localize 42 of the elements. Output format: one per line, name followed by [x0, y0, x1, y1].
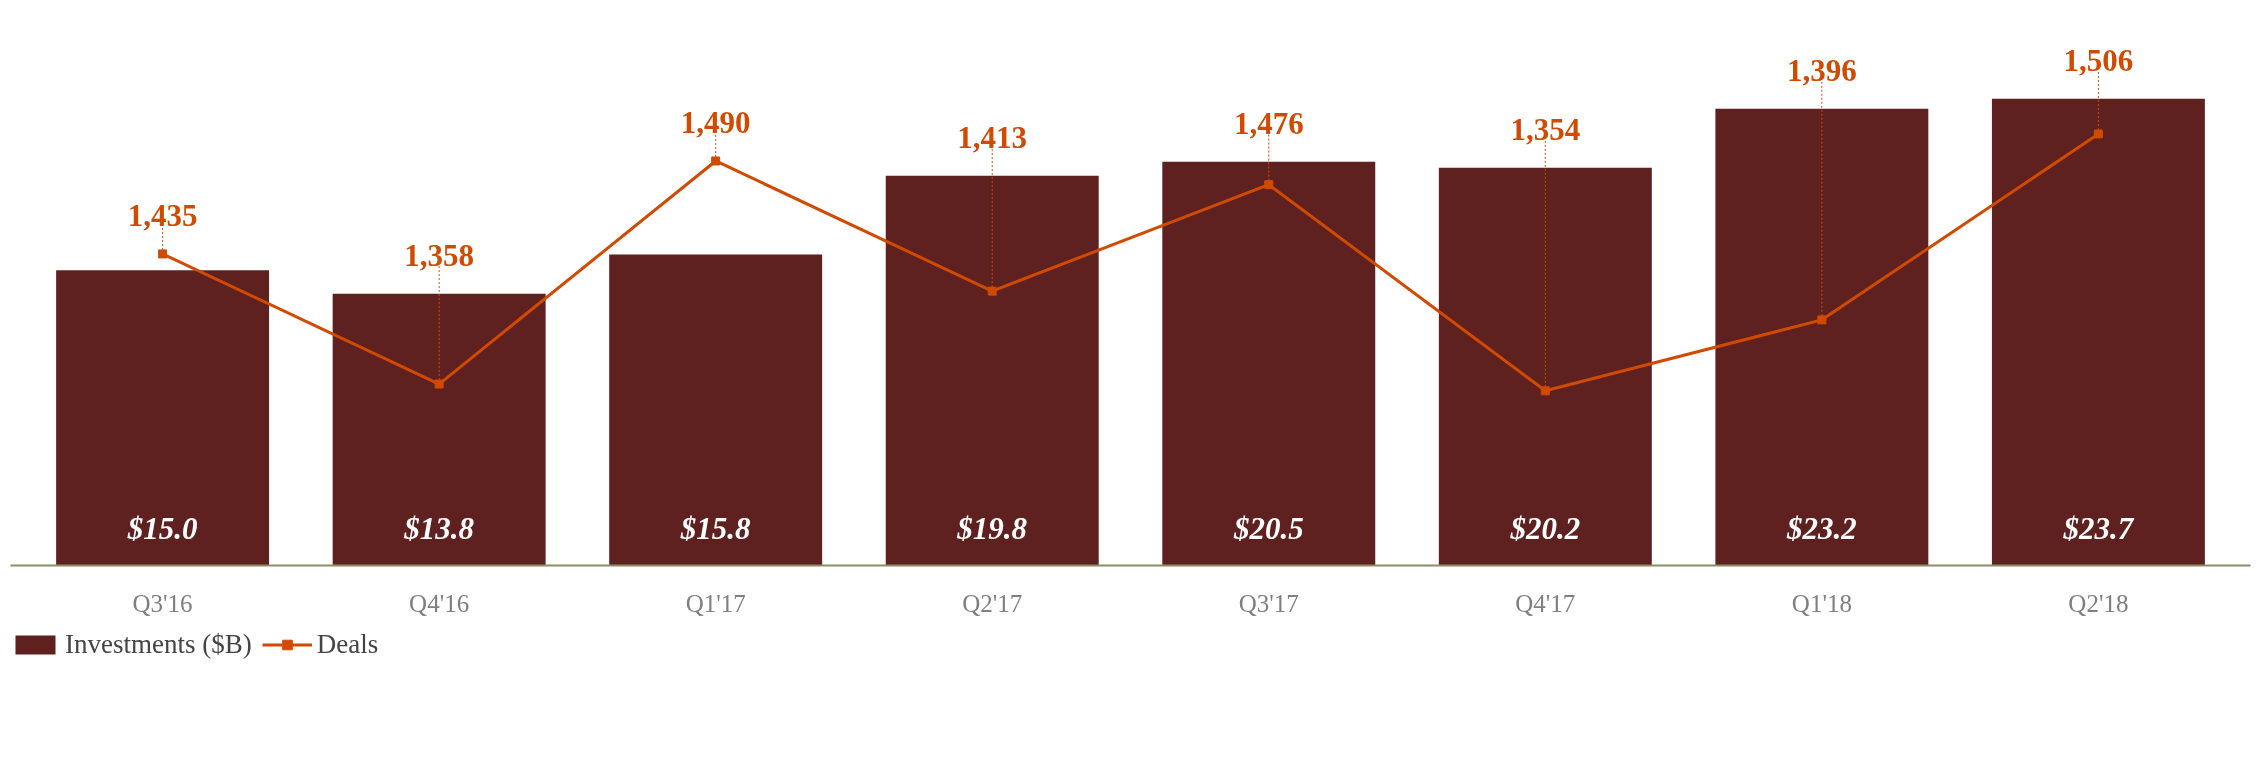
data-label: $19.8 — [956, 510, 1028, 546]
bar — [1438, 167, 1652, 566]
bar — [1991, 98, 2205, 566]
x-tick-label: Q1'18 — [1791, 589, 1852, 617]
point — [1264, 180, 1274, 190]
x-tick-label: Q1'17 — [685, 589, 746, 617]
point — [711, 156, 721, 166]
bar — [1715, 108, 1929, 566]
data-label: $20.5 — [1232, 510, 1304, 546]
data-label: 1,358 — [404, 237, 475, 273]
x-tick-label: Q4'16 — [409, 589, 470, 617]
x-tick-label: Q4'17 — [1515, 589, 1576, 617]
data-label: 1,490 — [680, 104, 751, 140]
x-tick-label: Q3'17 — [1238, 589, 1299, 617]
data-label: $13.8 — [403, 510, 475, 546]
point — [987, 286, 997, 296]
x-tick-label: Q2'18 — [2068, 589, 2129, 617]
data-label: 1,396 — [1786, 52, 1857, 88]
point — [434, 379, 444, 389]
legend-label: Deals — [316, 628, 379, 660]
x-tick-label: Q3'16 — [132, 589, 193, 617]
x-tick-label: Q2'17 — [962, 589, 1023, 617]
data-label: 1,476 — [1233, 105, 1304, 141]
data-label: 1,354 — [1510, 111, 1581, 147]
point — [1817, 315, 1827, 325]
bar — [332, 293, 546, 566]
data-label: 1,413 — [957, 119, 1028, 155]
data-label: 1,506 — [2063, 42, 2134, 78]
point — [2093, 129, 2103, 139]
bar — [1162, 161, 1376, 566]
bar — [885, 175, 1099, 566]
point — [158, 249, 168, 259]
data-label: 1,435 — [127, 197, 198, 233]
data-label: $15.8 — [679, 510, 752, 546]
point — [1540, 386, 1550, 396]
data-label: $23.2 — [1785, 510, 1857, 546]
bar — [609, 254, 823, 566]
data-label: $20.2 — [1509, 510, 1581, 546]
legend-label: Investments ($B) — [65, 628, 252, 660]
bar — [56, 270, 270, 566]
data-label: $15.0 — [126, 510, 198, 546]
data-label: $23.7 — [2062, 510, 2135, 546]
